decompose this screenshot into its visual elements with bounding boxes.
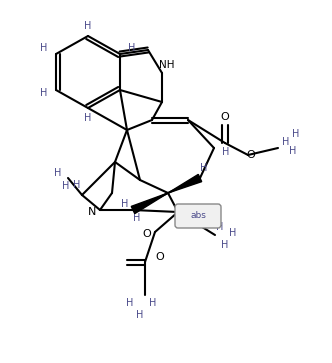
Text: H: H [149,298,157,308]
Text: H: H [222,147,230,157]
Text: O: O [156,252,164,262]
Text: H: H [136,310,144,320]
Text: H: H [126,298,134,308]
Polygon shape [131,193,168,213]
Text: O: O [247,150,255,160]
Text: H: H [133,213,141,223]
Text: H: H [62,181,70,191]
Text: O: O [221,112,229,122]
Text: H: H [128,43,136,53]
Text: H: H [84,113,92,123]
Text: H: H [84,21,92,31]
Text: H: H [54,168,62,178]
Text: H: H [200,163,208,173]
Text: H: H [40,88,48,98]
Text: H: H [289,146,297,156]
Text: H: H [121,199,129,209]
Text: H: H [229,228,237,238]
Text: abs: abs [190,212,206,220]
Text: H: H [221,240,229,250]
Text: H: H [292,129,300,139]
Text: N: N [88,207,96,217]
Text: O: O [143,229,151,239]
FancyBboxPatch shape [175,204,221,228]
Text: H: H [216,222,224,232]
Polygon shape [168,174,202,193]
Text: H: H [73,180,81,190]
Text: H: H [40,43,48,53]
Text: NH: NH [159,60,175,70]
Text: H: H [282,137,290,147]
